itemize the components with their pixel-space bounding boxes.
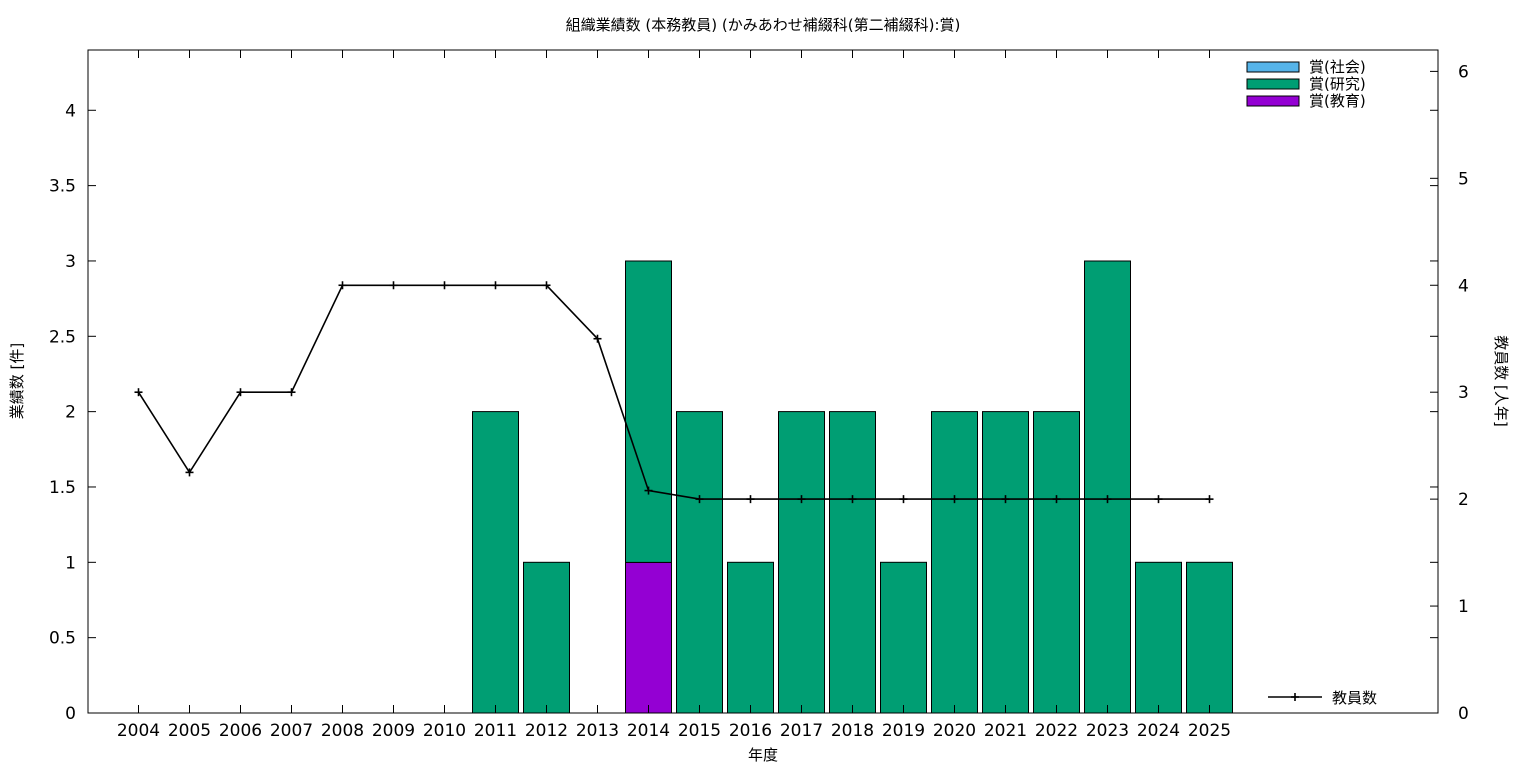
x-tick-label: 2021 [984, 721, 1027, 741]
legend-label: 教員数 [1332, 689, 1377, 707]
bar-2014-賞(教育) [625, 561, 672, 714]
x-tick-label: 2020 [933, 721, 976, 741]
y-tick-label: 2.5 [49, 327, 76, 347]
bar-2012-賞(研究) [523, 561, 570, 714]
y2-axis: 0 1 2 3 4 5 6 [1430, 62, 1469, 724]
x-tick-label: 2005 [168, 721, 211, 741]
bar-2016-賞(研究) [727, 561, 774, 714]
bar-2022-賞(研究) [1033, 411, 1080, 714]
y-tick-label: 1.5 [49, 478, 76, 498]
staff-count-point-2018 [848, 495, 857, 504]
staff-count-point-2017 [797, 495, 806, 504]
y2-tick-label: 1 [1458, 597, 1469, 617]
staff-count-point-2008 [338, 281, 347, 290]
bar-2015-賞(研究) [676, 411, 723, 714]
x-tick-label: 2004 [117, 721, 160, 741]
x-tick-label: 2014 [627, 721, 670, 741]
bar-2018-賞(研究) [829, 411, 876, 714]
bar-2023-賞(研究) [1084, 260, 1131, 714]
bars [472, 260, 1233, 714]
x-tick-label: 2019 [882, 721, 925, 741]
x-tick-label: 2015 [678, 721, 721, 741]
legend-swatch [1246, 61, 1300, 73]
bar-2017-賞(研究) [778, 411, 825, 714]
x-tick-label: 2006 [219, 721, 262, 741]
y-tick-label: 4 [65, 101, 76, 121]
staff-count-point-2024 [1154, 495, 1163, 504]
x-tick-label: 2008 [321, 721, 364, 741]
y-tick-label: 0.5 [49, 629, 76, 649]
x-tick-label: 2022 [1035, 721, 1078, 741]
y-tick-label: 1 [65, 553, 76, 573]
staff-count-point-2012 [542, 281, 551, 290]
y2-tick-label: 0 [1458, 704, 1469, 724]
staff-count-point-2019 [899, 495, 908, 504]
bar-2019-賞(研究) [880, 561, 927, 714]
staff-count-point-2011 [491, 281, 500, 290]
x-tick-label: 2013 [576, 721, 619, 741]
y-tick-label: 0 [65, 704, 76, 724]
staff-count-point-2007 [287, 388, 296, 397]
staff-count-point-2022 [1052, 495, 1061, 504]
y-axis-label: 業績数 [件] [8, 343, 26, 419]
legend-label: 賞(社会) [1309, 58, 1366, 76]
staff-count-point-2016 [746, 495, 755, 504]
y-tick-label: 2 [65, 403, 76, 423]
x-tick-label: 2025 [1188, 721, 1231, 741]
staff-count-point-2013 [593, 334, 602, 343]
x-tick-label: 2016 [729, 721, 772, 741]
y2-axis-label: 教員数 [人年] [1492, 335, 1510, 426]
legend-label: 賞(教育) [1309, 92, 1366, 110]
staff-count-line [134, 281, 1214, 504]
staff-count-point-2021 [1001, 495, 1010, 504]
x-tick-label: 2009 [372, 721, 415, 741]
staff-count-point-2023 [1103, 495, 1112, 504]
y2-tick-label: 6 [1458, 62, 1469, 82]
legend: 賞(社会)賞(研究)賞(教育) 教員数 [1246, 58, 1377, 707]
x-tick-label: 2010 [423, 721, 466, 741]
bar-2025-賞(研究) [1186, 561, 1233, 714]
legend-label: 賞(研究) [1309, 75, 1366, 93]
y2-tick-label: 3 [1458, 383, 1469, 403]
x-tick-label: 2023 [1086, 721, 1129, 741]
x-tick-label: 2017 [780, 721, 823, 741]
bar-2014-賞(研究) [625, 260, 672, 563]
x-tick-label: 2024 [1137, 721, 1180, 741]
bar-2024-賞(研究) [1135, 561, 1182, 714]
staff-count-point-2015 [695, 495, 704, 504]
staff-count-polyline [137, 284, 1210, 500]
y-tick-label: 3.5 [49, 177, 76, 197]
staff-count-point-2006 [236, 388, 245, 397]
bar-2021-賞(研究) [982, 411, 1029, 714]
staff-count-point-2025 [1205, 495, 1214, 504]
staff-count-point-2014 [644, 486, 653, 495]
staff-count-point-2009 [389, 281, 398, 290]
y-tick-label: 3 [65, 252, 76, 272]
staff-count-point-2004 [134, 388, 143, 397]
y2-tick-label: 4 [1458, 276, 1469, 296]
bar-2011-賞(研究) [472, 411, 519, 714]
y2-tick-label: 5 [1458, 169, 1469, 189]
x-axis: 2004 2005 2006 2007 2008 2009 2010 2011 2012 2013… [117, 50, 1231, 741]
x-tick-label: 2011 [474, 721, 517, 741]
y2-tick-label: 2 [1458, 490, 1469, 510]
x-tick-label: 2007 [270, 721, 313, 741]
bar-2020-賞(研究) [931, 411, 978, 714]
staff-count-point-2020 [950, 495, 959, 504]
y-axis: 0 0.5 1 1.5 2 2.5 3 3.5 4 [49, 101, 1438, 724]
chart-title: 組織業績数 (本務教員) (かみあわせ補綴科(第二補綴科):賞) [566, 16, 961, 34]
staff-count-point-2010 [440, 281, 449, 290]
legend-swatch [1246, 78, 1300, 90]
staff-count-point-2005 [185, 468, 194, 477]
x-tick-label: 2018 [831, 721, 874, 741]
x-axis-label: 年度 [748, 746, 778, 764]
x-tick-label: 2012 [525, 721, 568, 741]
legend-swatch [1246, 95, 1300, 107]
